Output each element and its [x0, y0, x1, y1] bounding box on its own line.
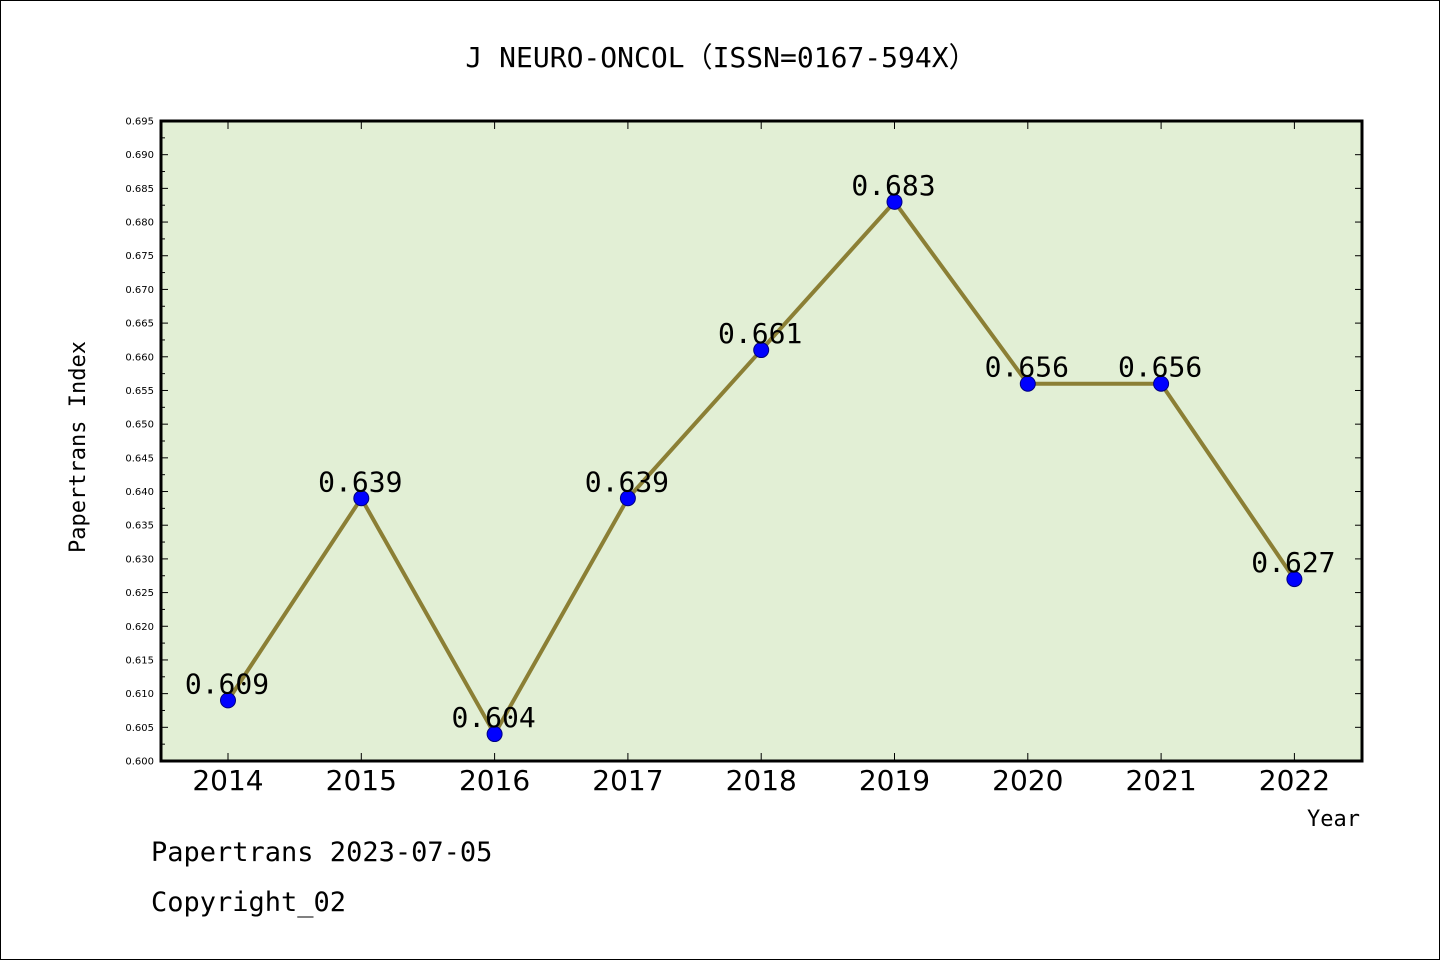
x-axis-tick-label: 2022 [1259, 764, 1330, 797]
y-axis-tick-label: 0.650 [125, 420, 154, 431]
series-line-segment [226, 496, 364, 703]
data-point-marker [886, 193, 903, 210]
data-point-label: 0.609 [185, 667, 269, 700]
y-axis-tick-labels: 0.600 0.605 0.610 0.615 0.620 0.625 0.630 0.635… [125, 117, 154, 768]
footer-copyright-text: Copyright_02 [151, 887, 347, 918]
y-axis-tick-label: 0.615 [125, 655, 154, 666]
x-axis-tick-label: 2021 [1125, 764, 1196, 797]
y-axis-tick-label: 0.640 [125, 487, 154, 498]
y-axis-tick-label: 0.635 [125, 521, 154, 532]
data-point-label: 0.604 [451, 701, 535, 734]
data-point-marker [486, 726, 503, 743]
y-axis-tick-label: 0.605 [125, 723, 154, 734]
data-point-label: 0.661 [718, 317, 802, 350]
data-point-label: 0.639 [585, 465, 669, 498]
x-axis-tick-label: 2015 [326, 764, 397, 797]
y-axis-tick-label: 0.620 [125, 622, 154, 633]
y-axis-tick-label: 0.645 [125, 453, 154, 464]
plot-area [161, 121, 1362, 761]
data-point-label: 0.639 [318, 465, 402, 498]
y-axis-tick-label: 0.630 [125, 554, 154, 565]
y-axis-tick-label: 0.680 [125, 218, 154, 229]
x-axis-label: Year [1307, 807, 1360, 832]
data-point-marker [1153, 375, 1170, 392]
x-axis-tick-label: 2014 [192, 764, 263, 797]
footer-date-text: Papertrans 2023-07-05 [151, 837, 493, 868]
data-label-group: 0.609 0.639 0.604 0.639 0.661 0.683 0.656 0.656… [185, 169, 1336, 734]
y-axis-label: Papertrans Index [66, 341, 91, 553]
y-axis-tick-label: 0.670 [125, 285, 154, 296]
data-point-marker [353, 490, 370, 507]
y-axis-tick-label: 0.675 [125, 251, 154, 262]
data-point-label: 0.683 [851, 169, 935, 202]
data-point-marker [1286, 571, 1303, 588]
series-line-segment [492, 496, 630, 737]
series-line-segment [625, 348, 764, 501]
series-line-segment [359, 496, 497, 737]
series-line-segment [892, 199, 1030, 386]
y-axis-tick-label: 0.695 [125, 117, 154, 128]
series-line-segment [1159, 381, 1297, 582]
series-marker-group [220, 193, 1303, 743]
data-point-label: 0.656 [985, 351, 1069, 384]
x-axis-tick-label: 2017 [592, 764, 663, 797]
series-line-segment [759, 199, 897, 353]
series-line-group [226, 199, 1297, 737]
x-axis-tick-label: 2019 [859, 764, 930, 797]
y-axis-tick-label: 0.690 [125, 150, 154, 161]
y-axis-tick-label: 0.610 [125, 689, 154, 700]
y-axis-tick-label: 0.660 [125, 352, 154, 363]
x-axis-tick-label: 2018 [726, 764, 797, 797]
data-point-marker [753, 342, 770, 359]
x-axis-tick-label: 2016 [459, 764, 530, 797]
plot-frame [159, 119, 1364, 763]
chart-title: J NEURO-ONCOL（ISSN=0167-594X） [465, 41, 976, 74]
y-axis-tick-label: 0.685 [125, 184, 154, 195]
y-axis-tick-label: 0.625 [125, 588, 154, 599]
y-axis-tick-label: 0.600 [125, 757, 154, 768]
x-axis-tick-label: 2020 [992, 764, 1063, 797]
data-point-label: 0.627 [1251, 546, 1335, 579]
data-point-marker [1019, 375, 1036, 392]
data-point-marker [619, 490, 636, 507]
y-axis-tick-label: 0.665 [125, 319, 154, 330]
data-point-marker [220, 692, 236, 709]
data-point-label: 0.656 [1118, 351, 1202, 384]
y-axis-tick-label: 0.655 [125, 386, 154, 397]
x-axis-tick-labels: 2014 2015 2016 2017 2018 2019 2020 2021 2022 [192, 764, 1330, 797]
